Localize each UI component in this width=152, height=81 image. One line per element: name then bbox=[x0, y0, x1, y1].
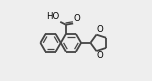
Text: O: O bbox=[74, 14, 80, 23]
Text: O: O bbox=[97, 25, 104, 34]
Text: HO: HO bbox=[46, 12, 60, 21]
Text: O: O bbox=[97, 51, 104, 60]
